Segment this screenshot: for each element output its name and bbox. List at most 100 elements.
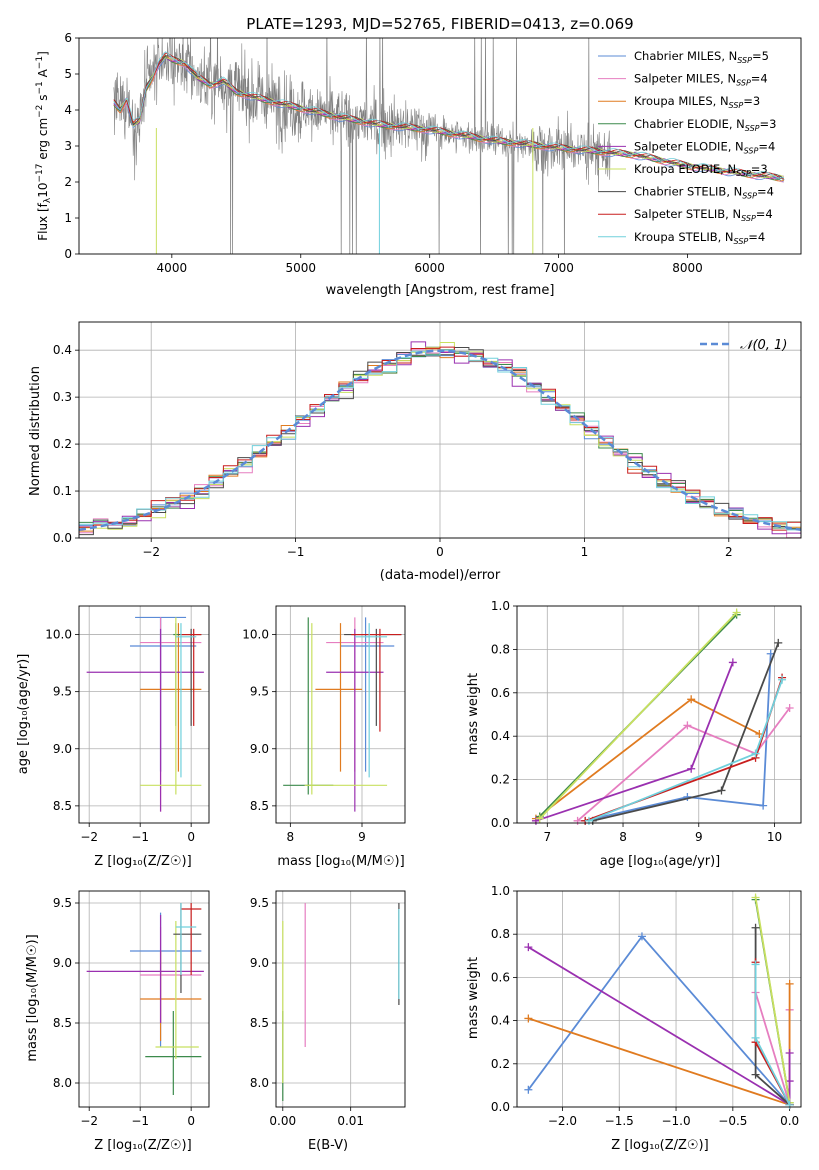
plus-marker [785, 1077, 794, 1086]
y-tick-label: 0.3 [53, 390, 72, 404]
age-vs-z-xlabel: Z [log₁₀(Z/Z☉)] [94, 854, 191, 869]
legend-label: Kroupa MILES, NSSP=3 [634, 94, 760, 110]
y-tick-label: 1.0 [491, 884, 510, 898]
x-tick-label: 7 [543, 830, 551, 844]
age-vs-mass-plot-area: 8 9 8.5 9.0 9.5 10.0 [242, 605, 406, 844]
age-vs-z-plot-area: −2 −1 0 8.5 9.0 9.5 10.0 [45, 605, 210, 844]
legend-normal-label: 𝒩(0, 1) [740, 338, 787, 353]
spectrum-title: PLATE=1293, MJD=52765, FIBERID=0413, z=0… [246, 15, 633, 33]
mass-weight-vs-age-plot-area: 7 8 9 10 0.0 0.2 0.4 0.6 0.8 1.0 [491, 599, 802, 844]
mass-weight-line-chabrier-stelib [754, 927, 791, 1106]
mass-weight-line-salpeter-stelib [754, 962, 791, 1106]
mass-weight-vs-age-panel: age [log₁₀(age/yr)] mass weight 7 8 9 10 0.0… [466, 599, 802, 869]
x-tick-label: 8 [619, 830, 627, 844]
axes-frame [78, 321, 802, 539]
x-tick-label: 1 [581, 545, 589, 559]
plus-marker [785, 1100, 794, 1109]
y-tick-label: 0.4 [491, 1014, 510, 1028]
legend-label: Salpeter MILES, NSSP=4 [634, 72, 768, 88]
mass-weight-vs-z-xlabel: Z [log₁₀(Z/Z☉)] [611, 1138, 708, 1153]
y-tick-label: 0.8 [491, 642, 510, 656]
x-tick-label: −2 [80, 830, 98, 844]
axes-frame [78, 605, 210, 824]
age-vs-mass-panel: mass [log₁₀(M/M☉)] 8 9 8.5 9.0 9.5 10.0 [242, 605, 406, 869]
x-tick-label: 0 [436, 545, 444, 559]
y-tick-label: 1.0 [491, 599, 510, 613]
legend-label: Salpeter ELODIE, NSSP=4 [634, 139, 775, 155]
spectrum-xlabel: wavelength [Angstrom, rest frame] [326, 283, 555, 298]
plus-marker [535, 814, 544, 823]
legend-label: Salpeter STELIB, NSSP=4 [634, 207, 773, 223]
mass-vs-z-panel: Z [log₁₀(Z/Z☉)] mass [log₁₀(M/M☉)] −2 −1 0… [25, 890, 210, 1153]
x-tick-label: 2 [725, 545, 733, 559]
x-tick-label: −1 [131, 1114, 149, 1128]
legend-label: Chabrier STELIB, NSSP=4 [634, 185, 774, 201]
x-tick-label: 0 [187, 1114, 195, 1128]
plus-marker [751, 1070, 760, 1079]
y-tick-label: 9.5 [250, 896, 269, 910]
x-tick-label: −2 [80, 1114, 98, 1128]
plus-marker [785, 703, 794, 712]
plus-marker [687, 764, 696, 773]
y-tick-label: 0.4 [491, 729, 510, 743]
y-tick-label: 8.5 [250, 799, 269, 813]
x-tick-label: 8000 [672, 261, 703, 275]
plus-marker [683, 792, 692, 801]
y-tick-label: 1 [64, 211, 72, 225]
axes-frame [78, 890, 210, 1108]
axes-frame [516, 605, 802, 824]
plus-marker [524, 943, 533, 952]
y-tick-label: 9.5 [53, 685, 72, 699]
axes-frame [275, 605, 406, 824]
residual-histogram-kroupa-stelib [79, 349, 801, 531]
legend-label: Chabrier MILES, NSSP=5 [634, 49, 769, 65]
mass-weight-line-kroupa-stelib [754, 964, 791, 1106]
x-tick-label: 9 [695, 830, 703, 844]
mass-weight-line-salpeter-miles [577, 707, 791, 822]
plus-marker [774, 638, 783, 647]
spectrum-panel: PLATE=1293, MJD=52765, FIBERID=0413, z=0… [35, 15, 802, 298]
plus-marker [751, 893, 760, 902]
mass-weight-line-salpeter-elodie [527, 946, 791, 1107]
plus-marker [785, 979, 794, 988]
plus-marker [751, 960, 760, 969]
x-tick-label: 0.0 [780, 1114, 799, 1128]
x-tick-label: 4000 [157, 261, 188, 275]
y-tick-label: 9.0 [250, 742, 269, 756]
x-tick-label: 9 [358, 830, 366, 844]
y-tick-label: 9.0 [53, 956, 72, 970]
y-tick-label: 0.6 [491, 686, 510, 700]
mass-weight-line-kroupa-elodie [539, 611, 738, 820]
mass-weight-vs-z-plot-area: −2.0 −1.5 −1.0 −0.5 0.0 0.0 0.2 0.4 0.6 0.8 1.0 [491, 884, 802, 1128]
y-tick-label: 8.5 [53, 1016, 72, 1030]
plus-marker [751, 1033, 760, 1042]
y-tick-label: 9.5 [250, 685, 269, 699]
plus-marker [728, 658, 737, 667]
y-tick-label: 0 [64, 247, 72, 261]
y-tick-label: 9.0 [250, 956, 269, 970]
legend-label: Kroupa ELODIE, NSSP=3 [634, 162, 768, 178]
axes-frame [275, 890, 406, 1108]
plus-marker [683, 721, 692, 730]
x-tick-label: −0.5 [718, 1114, 747, 1128]
age-vs-z-panel: Z [log₁₀(Z/Z☉)] age [log₁₀(age/yr)] −2 −1… [16, 605, 210, 869]
plus-marker [778, 675, 787, 684]
y-tick-label: 0.4 [53, 343, 72, 357]
mass-weight-line-chabrier-stelib [592, 642, 780, 822]
mass-vs-z-plot-area: −2 −1 0 8.0 8.5 9.0 9.5 [53, 890, 210, 1128]
mass-weight-vs-z-ylabel: mass weight [466, 957, 481, 1039]
x-tick-label: −1 [287, 545, 305, 559]
mass-weight-line-kroupa-elodie [754, 897, 791, 1103]
mass-vs-z-ylabel: mass [log₁₀(M/M☉)] [25, 934, 40, 1061]
y-tick-label: 5 [64, 67, 72, 81]
mass-vs-ebv-xlabel: E(B-V) [308, 1138, 348, 1153]
mass-vs-ebv-panel: E(B-V) 0.00 0.01 8.0 8.5 9.0 9.5 [250, 890, 406, 1153]
plus-marker [637, 932, 646, 941]
y-tick-label: 0.1 [53, 484, 72, 498]
y-tick-label: 0.0 [53, 531, 72, 545]
x-tick-label: −1 [131, 830, 149, 844]
model-spectrum-chabrier-elodie [113, 55, 784, 181]
plus-marker [524, 1085, 533, 1094]
x-tick-label: −2 [142, 545, 160, 559]
x-tick-label: 0.00 [269, 1114, 296, 1128]
